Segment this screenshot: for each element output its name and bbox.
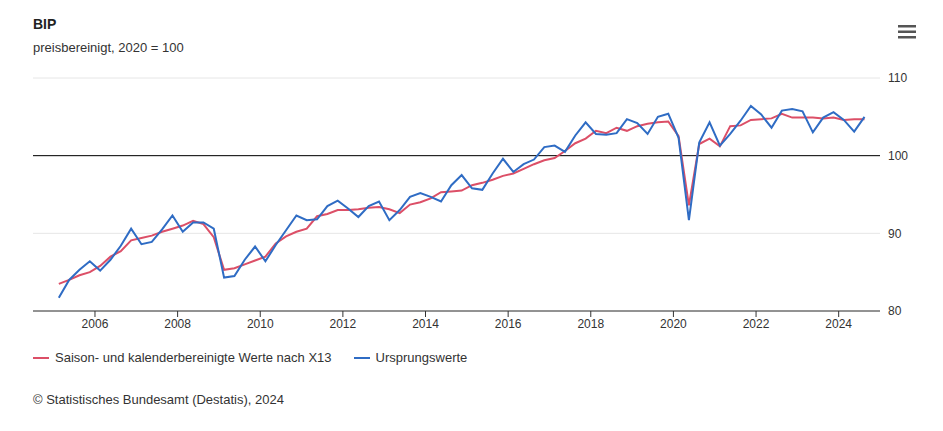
- svg-text:2008: 2008: [164, 317, 191, 331]
- svg-text:2016: 2016: [495, 317, 522, 331]
- svg-text:2006: 2006: [82, 317, 109, 331]
- svg-text:2018: 2018: [577, 317, 604, 331]
- svg-text:110: 110: [888, 71, 907, 85]
- svg-text:2022: 2022: [743, 317, 770, 331]
- html-text:preisbereinigt, 2020 = 100: preisbereinigt, 2020 = 100: [33, 40, 184, 55]
- html-text:© Statistisches Bundesamt (Des: © Statistisches Bundesamt (Destatis), 20…: [33, 392, 284, 407]
- svg-text:2010: 2010: [247, 317, 274, 331]
- svg-text:100: 100: [888, 149, 908, 163]
- html-text:Saison- und kalenderbereinigte: Saison- und kalenderbereinigte Werte nac…: [55, 350, 332, 365]
- html-text:Ursprungswerte: Ursprungswerte: [375, 350, 468, 365]
- svg-text:2020: 2020: [660, 317, 687, 331]
- svg-text:2024: 2024: [825, 317, 852, 331]
- svg-text:2012: 2012: [330, 317, 357, 331]
- svg-text:2014: 2014: [412, 317, 439, 331]
- svg-text:80: 80: [888, 304, 902, 318]
- html-text:BIP: BIP: [33, 16, 57, 32]
- svg-text:90: 90: [888, 227, 902, 241]
